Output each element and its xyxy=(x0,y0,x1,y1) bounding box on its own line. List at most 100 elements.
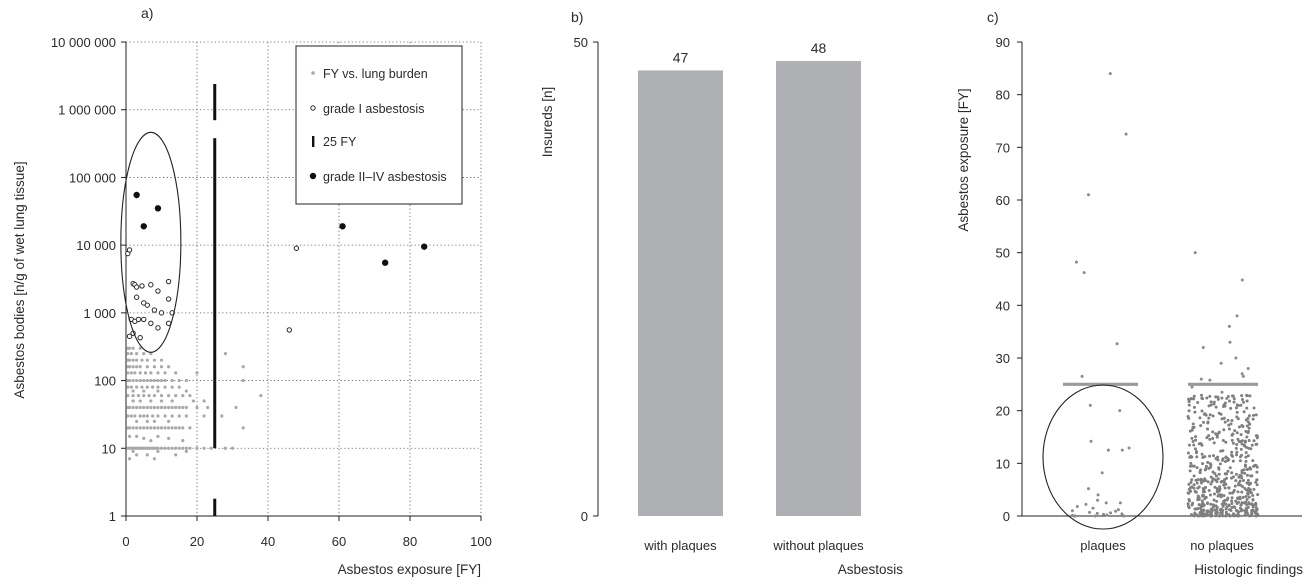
grade-i-asbestosis-point xyxy=(151,307,158,313)
no-plaques-point xyxy=(1196,486,1200,490)
lung-burden-point xyxy=(149,426,153,430)
panel-a-y-tick-label: 10 xyxy=(102,441,116,456)
no-plaques-point xyxy=(1240,471,1244,475)
lung-burden-point xyxy=(177,414,181,418)
no-plaques-point xyxy=(1221,449,1225,453)
no-plaques-point xyxy=(1204,495,1208,499)
lung-burden-point xyxy=(159,378,164,383)
lung-burden-point xyxy=(145,419,149,423)
plaques-point xyxy=(1122,514,1126,518)
no-plaques-point xyxy=(1255,465,1259,469)
no-plaques-point xyxy=(1215,513,1219,517)
lung-burden-point xyxy=(129,371,133,375)
no-plaques-point xyxy=(1220,458,1224,462)
threshold-25fy-bar xyxy=(213,498,217,516)
no-plaques-point xyxy=(1241,485,1245,489)
lung-burden-point xyxy=(133,414,137,418)
grade-ii-iv-asbestosis-point xyxy=(381,259,389,266)
no-plaques-point xyxy=(1251,498,1255,502)
lung-burden-point xyxy=(127,358,132,362)
lung-burden-point xyxy=(138,414,142,418)
no-plaques-point xyxy=(1252,487,1256,491)
plaques-point xyxy=(1102,512,1106,516)
lung-burden-point xyxy=(220,414,224,418)
no-plaques-point xyxy=(1240,423,1244,427)
lung-burden-point xyxy=(156,385,160,389)
lung-burden-point xyxy=(138,399,142,403)
lung-burden-point xyxy=(126,385,130,389)
lung-burden-point xyxy=(195,446,199,450)
no-plaques-point xyxy=(1186,415,1190,419)
no-plaques-point xyxy=(1186,504,1190,508)
legend-marker-gray-dot xyxy=(311,71,315,75)
no-plaques-point xyxy=(1247,430,1251,434)
lung-burden-point xyxy=(181,426,185,430)
lung-burden-point xyxy=(135,434,139,438)
lung-burden-point xyxy=(170,405,174,410)
lung-burden-point xyxy=(174,371,178,375)
no-plaques-point xyxy=(1186,491,1190,495)
no-plaques-point xyxy=(1255,442,1259,446)
panel-c-y-axis-label: Asbestos exposure [FY] xyxy=(956,88,971,231)
lung-burden-point xyxy=(131,399,135,403)
no-plaques-point xyxy=(1201,514,1205,518)
no-plaques-point xyxy=(1252,406,1256,410)
panel-a-y-ticks: 1 10 100 1 000 10 000 100 000 1 000 000 10 000 … xyxy=(51,35,126,524)
no-plaques-point xyxy=(1196,506,1200,510)
plaques-point xyxy=(1124,132,1128,136)
lung-burden-point xyxy=(143,371,148,375)
no-plaques-point xyxy=(1222,499,1226,503)
lung-burden-point xyxy=(138,371,142,375)
no-plaques-point xyxy=(1244,495,1248,499)
lung-burden-point xyxy=(174,405,178,410)
lung-burden-point xyxy=(202,399,206,403)
no-plaques-point xyxy=(1225,472,1229,476)
no-plaques-point xyxy=(1209,465,1213,469)
panel-a-data-marks xyxy=(125,83,428,516)
no-plaques-point xyxy=(1213,485,1217,489)
lung-burden-point xyxy=(209,446,213,450)
no-plaques-point xyxy=(1239,403,1243,407)
no-plaques-point xyxy=(1249,474,1253,478)
no-plaques-point xyxy=(1222,494,1226,498)
no-plaques-point xyxy=(1227,504,1231,508)
no-plaques-point xyxy=(1222,479,1226,483)
no-plaques-point xyxy=(1198,511,1202,515)
no-plaques-point xyxy=(1208,378,1212,382)
no-plaques-point xyxy=(1186,451,1190,455)
panel-a-x-ticks: 0 20 40 60 80 100 xyxy=(122,516,492,549)
no-plaques-point xyxy=(1223,401,1227,405)
no-plaques-point xyxy=(1212,498,1216,502)
no-plaques-point xyxy=(1250,514,1254,518)
no-plaques-point xyxy=(1199,508,1203,512)
no-plaques-point xyxy=(1234,472,1238,476)
plaques-point xyxy=(1086,487,1090,491)
no-plaques-point xyxy=(1193,511,1197,515)
panel-c-category-label-no-plaques: no plaques xyxy=(1190,538,1254,553)
lung-burden-point xyxy=(241,365,245,369)
grade-i-asbestosis-point xyxy=(135,316,142,323)
lung-burden-point xyxy=(159,399,164,403)
no-plaques-point xyxy=(1219,508,1223,512)
lung-burden-point xyxy=(142,378,146,383)
no-plaques-point xyxy=(1199,424,1203,428)
panel-c-y-tick-label: 90 xyxy=(996,35,1010,50)
no-plaques-point xyxy=(1246,454,1250,458)
grade-i-asbestosis-point xyxy=(155,325,161,331)
no-plaques-point xyxy=(1187,443,1191,447)
no-plaques-point xyxy=(1229,406,1233,410)
no-plaques-point xyxy=(1231,441,1235,445)
lung-burden-point xyxy=(145,453,149,457)
no-plaques-point xyxy=(1215,506,1219,510)
plaques-point xyxy=(1070,509,1074,513)
no-plaques-point xyxy=(1214,474,1218,478)
lung-burden-point xyxy=(142,389,146,393)
no-plaques-point xyxy=(1231,475,1235,479)
lung-burden-point xyxy=(234,405,238,410)
lung-burden-point xyxy=(142,414,146,418)
panel-a-y-tick-label: 1 000 000 xyxy=(58,103,116,118)
panel-b-y-axis-label: Insureds [n] xyxy=(540,87,555,158)
lung-burden-point xyxy=(127,365,132,369)
no-plaques-point xyxy=(1195,466,1199,470)
